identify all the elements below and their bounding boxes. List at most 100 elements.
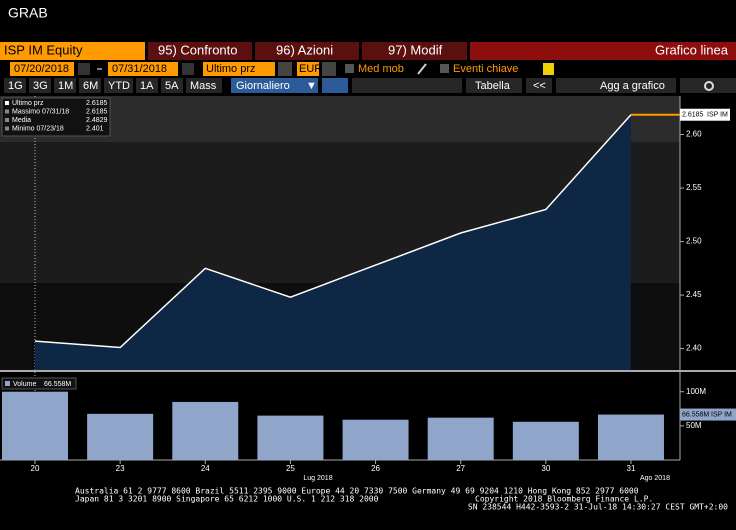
tab[interactable] [148, 42, 252, 60]
legend-swatch [5, 109, 9, 114]
y-tick-label: 2.40 [686, 344, 702, 353]
calendar-icon[interactable] [78, 63, 90, 75]
x-tick-label: 24 [201, 464, 210, 473]
icon-bar[interactable] [352, 78, 462, 93]
y-tick-label: 50M [686, 421, 702, 430]
volume-bar [512, 421, 579, 460]
back-icon[interactable]: << [533, 80, 546, 92]
legend-swatch [5, 381, 10, 386]
checkbox[interactable] [440, 64, 449, 73]
security-box[interactable] [0, 42, 145, 60]
legend-label: Minimo 07/23/18 [12, 125, 64, 132]
option[interactable]: Med mob [358, 63, 404, 75]
period-button[interactable] [4, 78, 26, 93]
date-input[interactable] [10, 62, 74, 76]
field[interactable]: Ultimo prz [206, 63, 256, 75]
end-date[interactable]: 07/31/2018 [112, 63, 167, 75]
frequency-select[interactable] [231, 78, 318, 93]
volume-bar [2, 391, 68, 460]
tab[interactable] [362, 42, 467, 60]
add-button[interactable]: Agg a grafico [600, 80, 665, 92]
gear-icon[interactable] [704, 81, 714, 91]
legend-label: Volume [13, 381, 36, 388]
x-tick-label: 20 [31, 464, 40, 473]
info-icon[interactable] [543, 63, 554, 75]
currency-select[interactable] [297, 62, 319, 76]
button[interactable] [466, 78, 522, 93]
period[interactable]: 1A [140, 80, 154, 92]
dropdown[interactable] [278, 62, 292, 76]
period[interactable]: 6M [83, 80, 98, 92]
legend-swatch [5, 101, 9, 105]
x-tick-label: 23 [116, 464, 125, 473]
legend-value: 66.558M [44, 381, 71, 388]
area [35, 114, 631, 370]
footer-line: Copyright 2018 Bloomberg Finance L.P. [475, 495, 653, 504]
period[interactable]: 5A [165, 80, 179, 92]
volume-bar [257, 415, 324, 460]
legend-value: 2.401 [86, 125, 104, 132]
field-select[interactable] [203, 62, 275, 76]
legend-label: Media [12, 117, 31, 124]
frequency[interactable]: Giornaliero [236, 80, 290, 92]
start-date[interactable]: 07/20/2018 [14, 63, 69, 75]
period-button[interactable] [29, 78, 51, 93]
security[interactable]: ISP IM Equity [4, 42, 83, 57]
x-tick-label: 26 [371, 464, 380, 473]
legend-swatch [5, 118, 9, 122]
last-value: 2.6185 [682, 112, 704, 119]
settings[interactable] [680, 78, 736, 93]
option[interactable]: Eventi chiave [453, 63, 518, 75]
period-button[interactable] [161, 78, 183, 93]
last-name: ISP IM [711, 411, 732, 418]
x-tick-label: 30 [541, 464, 550, 473]
button[interactable] [556, 78, 676, 93]
button[interactable] [526, 78, 552, 93]
legend-value: 2.4829 [86, 117, 108, 124]
tab[interactable] [255, 42, 359, 60]
period-button[interactable] [104, 78, 133, 93]
calendar-icon[interactable] [182, 63, 194, 75]
last-label-box [680, 408, 736, 421]
checkbox[interactable] [345, 64, 354, 73]
tab-label[interactable]: 96) Azioni [276, 42, 333, 57]
chart-type-bar [470, 42, 736, 60]
window-title: GRAB [8, 5, 48, 21]
footer-line: SN 238544 H442-3593-2 31-Jul-18 14:30:27… [468, 503, 728, 512]
legend-label: Massimo 07/31/18 [12, 108, 69, 115]
period[interactable]: Mass [190, 80, 217, 92]
footer-line: Australia 61 2 9777 8600 Brazil 5511 239… [75, 487, 639, 496]
tab-label[interactable]: 97) Modif [388, 42, 443, 57]
period-button[interactable] [136, 78, 158, 93]
x-tick-label: 25 [286, 464, 295, 473]
y-tick-label: 2.60 [686, 130, 702, 139]
date-input[interactable] [108, 62, 178, 76]
legend-box [1, 97, 111, 137]
table-button[interactable]: Tabella [475, 80, 511, 92]
period-button[interactable] [186, 78, 222, 93]
currency[interactable]: EUR [299, 63, 322, 75]
legend-value: 2.6185 [86, 108, 108, 115]
dropdown[interactable] [322, 62, 336, 76]
volume-bar [427, 417, 494, 460]
period-button[interactable] [79, 78, 101, 93]
period[interactable]: YTD [108, 80, 130, 92]
period[interactable]: 1G [8, 80, 23, 92]
period[interactable]: 1M [58, 80, 73, 92]
volume-bar [172, 401, 239, 460]
period-button[interactable] [54, 78, 76, 93]
period[interactable]: 3G [33, 80, 48, 92]
icon-button[interactable] [322, 78, 348, 93]
volume-bar [342, 419, 409, 460]
last-label-box [680, 108, 730, 121]
volume-bar [87, 413, 154, 460]
pencil-icon[interactable] [417, 63, 427, 75]
x-tick-label: 31 [627, 464, 636, 473]
band [0, 96, 680, 142]
y-tick-label: 2.55 [686, 183, 702, 192]
tab-label[interactable]: 95) Confronto [158, 42, 238, 57]
legend-label: Ultimo prz [12, 100, 44, 107]
arrow: ▼ [306, 80, 317, 92]
chart-type: Grafico linea [655, 42, 729, 57]
